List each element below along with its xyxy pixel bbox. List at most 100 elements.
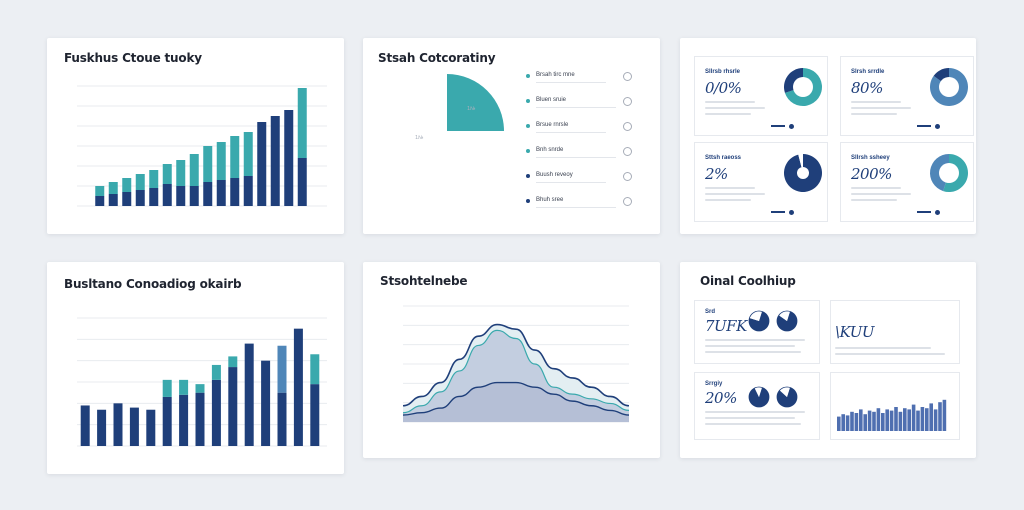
text-line xyxy=(705,101,755,103)
bar xyxy=(95,186,105,196)
tile-value: \KUU xyxy=(835,323,875,341)
bar xyxy=(889,410,894,431)
bar xyxy=(916,410,920,431)
stacked-bar-chart xyxy=(77,85,327,207)
bar xyxy=(898,411,903,431)
bar xyxy=(872,411,876,431)
bar xyxy=(850,411,854,431)
pie-slice xyxy=(779,387,790,397)
bar xyxy=(179,394,189,446)
kpi-donut-chart xyxy=(784,68,822,106)
text-line xyxy=(851,187,901,189)
bar xyxy=(903,408,907,431)
text-line xyxy=(705,411,805,413)
bar xyxy=(270,116,280,206)
legend-toggle-icon xyxy=(623,172,632,181)
text-line xyxy=(705,187,755,189)
bar xyxy=(95,196,105,206)
legend-underline xyxy=(536,207,616,208)
text-line xyxy=(705,107,765,109)
donut-hole xyxy=(793,77,813,97)
text-line xyxy=(705,113,751,115)
bar xyxy=(863,414,867,431)
text-line xyxy=(705,193,765,195)
bar xyxy=(881,413,885,431)
pie-slice xyxy=(777,311,797,331)
tile-value: 20% xyxy=(705,389,737,407)
bar xyxy=(189,154,199,186)
kpi-value: 0/0% xyxy=(705,79,742,97)
legend-label: Bhuh sree xyxy=(536,197,564,203)
bar xyxy=(933,409,938,431)
text-line xyxy=(705,351,801,353)
bar xyxy=(122,178,132,192)
slice-label: 1№ xyxy=(467,106,476,112)
bar xyxy=(920,407,925,431)
tile-value: 7UFK xyxy=(705,317,747,335)
overview-card: Oinal Coolhiup Srd 7UFK \KUU Srrgiy 20% xyxy=(680,262,976,458)
legend-toggle-icon xyxy=(623,122,632,131)
legend-label: Brsue rnrsle xyxy=(536,122,569,128)
tile-label: Srd xyxy=(705,309,716,315)
bar xyxy=(195,384,205,393)
legend-underline xyxy=(536,107,616,108)
text-line xyxy=(705,417,795,419)
legend-label: Buush reveoy xyxy=(536,172,573,178)
bar xyxy=(176,186,186,206)
bar xyxy=(216,180,226,206)
bar xyxy=(211,379,221,446)
kpi-donut-chart xyxy=(930,154,968,192)
bar xyxy=(859,409,863,431)
kpi-label: Sllrsh ssheey xyxy=(851,155,890,161)
area-chart xyxy=(402,305,630,423)
bar xyxy=(122,192,132,206)
card-title: Stsah Cotcoratiny xyxy=(378,51,496,65)
bar xyxy=(841,414,845,431)
legend-dot xyxy=(789,210,794,215)
kpi-tile: Slrsh srrdle 80% xyxy=(840,56,974,136)
kpi-label: Slrsh srrdle xyxy=(851,69,885,75)
kpi-donut-chart xyxy=(930,68,968,106)
kpi-donut-card: Sllrsb rhsrle 0/0% Slrsh srrdle 80% Sttsh ra… xyxy=(680,38,976,234)
pie-outline xyxy=(776,386,798,408)
legend-toggle-icon xyxy=(623,97,632,106)
bar xyxy=(97,409,107,446)
series-line xyxy=(402,381,630,416)
bar xyxy=(108,182,118,194)
bar xyxy=(277,345,287,393)
area-fill xyxy=(403,382,629,422)
pie-slice xyxy=(754,387,762,397)
text-line xyxy=(835,353,945,355)
bar xyxy=(162,396,172,446)
bar xyxy=(925,408,929,431)
bar xyxy=(129,407,139,446)
bar xyxy=(230,178,240,206)
legend-dot xyxy=(526,99,530,103)
bar xyxy=(146,409,156,446)
sparkbar-tile xyxy=(830,372,960,440)
text-line xyxy=(851,107,911,109)
bar xyxy=(162,379,172,397)
bar xyxy=(113,403,123,446)
bar xyxy=(149,188,159,206)
bar xyxy=(211,364,221,380)
legend-label: Bnh snrde xyxy=(536,147,564,153)
overview-tile: \KUU xyxy=(830,300,960,364)
bar xyxy=(261,360,271,446)
text-line xyxy=(851,101,901,103)
kpi-tile: Sllrsb rhsrle 0/0% xyxy=(694,56,828,136)
overview-tile: Srrgiy 20% xyxy=(694,372,820,440)
bar xyxy=(108,194,118,206)
bar xyxy=(135,174,145,190)
card-title: Oinal Coolhiup xyxy=(700,274,796,288)
card-title: Busltano Conoadiog okairb xyxy=(64,277,242,291)
bar xyxy=(310,384,320,446)
text-line xyxy=(851,199,897,201)
bar xyxy=(216,142,226,180)
series-line xyxy=(402,329,630,414)
bar xyxy=(230,136,240,178)
bar xyxy=(195,392,205,446)
kpi-label: Sttsh raeoss xyxy=(705,155,742,161)
bar xyxy=(162,184,172,206)
kpi-value: 80% xyxy=(851,79,883,97)
